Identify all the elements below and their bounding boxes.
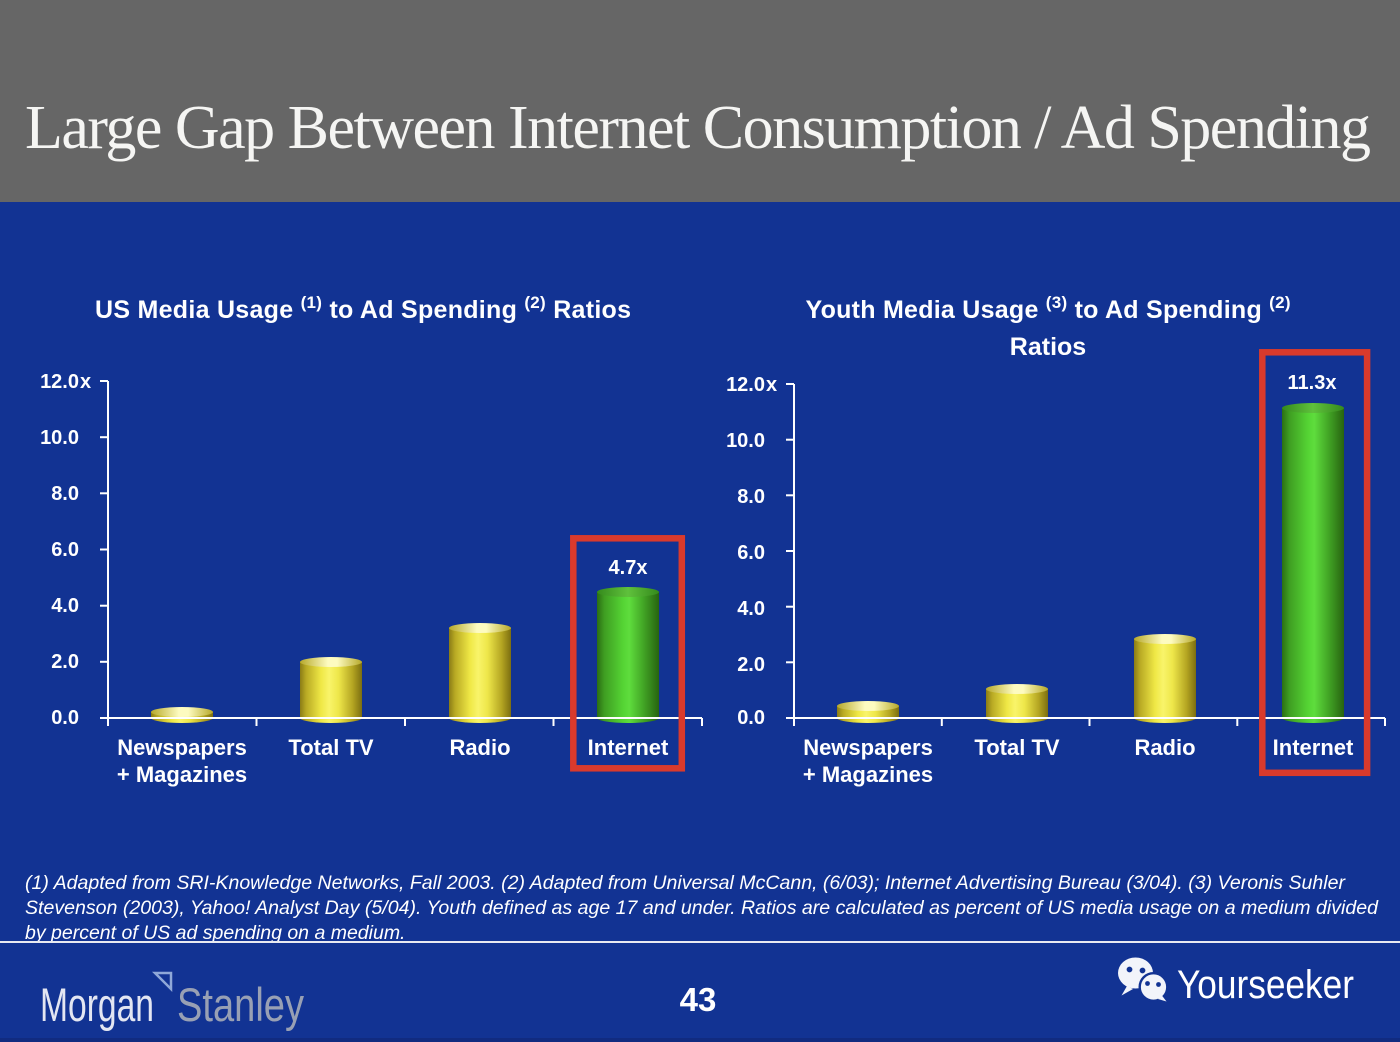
svg-text:Total TV: Total TV xyxy=(974,735,1059,760)
svg-text:+ Magazines: + Magazines xyxy=(803,762,933,787)
svg-text:Stevenson (2003), Yahoo! Analy: Stevenson (2003), Yahoo! Analyst Day (5/… xyxy=(25,897,1379,919)
svg-text:Yourseeker: Yourseeker xyxy=(1177,963,1354,1007)
svg-text:11.3x: 11.3x xyxy=(1288,372,1337,394)
svg-text:Stanley: Stanley xyxy=(177,978,304,1031)
svg-text:+ Magazines: + Magazines xyxy=(117,762,247,787)
svg-text:Radio: Radio xyxy=(449,735,510,760)
svg-text:0.0: 0.0 xyxy=(737,707,765,729)
svg-text:4.0: 4.0 xyxy=(51,595,79,617)
svg-text:US Media Usage (1) to Ad Spend: US Media Usage (1) to Ad Spending (2) Ra… xyxy=(95,293,631,324)
svg-text:Total TV: Total TV xyxy=(288,735,373,760)
svg-text:Newspapers: Newspapers xyxy=(803,735,933,760)
svg-text:(1) Adapted from SRI-Knowledge: (1) Adapted from SRI-Knowledge Networks,… xyxy=(25,872,1347,894)
svg-text:6.0: 6.0 xyxy=(737,542,765,564)
svg-text:8.0: 8.0 xyxy=(51,483,79,505)
svg-text:8.0: 8.0 xyxy=(737,486,765,508)
svg-text:Internet: Internet xyxy=(1273,735,1354,760)
svg-text:6.0: 6.0 xyxy=(51,539,79,561)
svg-text:0.0: 0.0 xyxy=(51,707,79,729)
svg-text:x: x xyxy=(766,374,777,396)
svg-text:Ratios: Ratios xyxy=(1010,333,1086,361)
svg-text:2.0: 2.0 xyxy=(737,654,765,676)
svg-text:12.0: 12.0 xyxy=(726,374,765,396)
svg-text:Morgan: Morgan xyxy=(40,978,154,1031)
svg-text:x: x xyxy=(80,371,91,393)
svg-text:Large Gap Between Internet Con: Large Gap Between Internet Consumption /… xyxy=(25,94,1371,162)
svg-text:12.0: 12.0 xyxy=(40,371,79,393)
svg-text:Radio: Radio xyxy=(1134,735,1195,760)
svg-text:Newspapers: Newspapers xyxy=(117,735,247,760)
svg-text:by percent of US ad spending o: by percent of US ad spending on a medium… xyxy=(25,922,405,944)
svg-text:2.0: 2.0 xyxy=(51,651,79,673)
svg-text:4.0: 4.0 xyxy=(737,598,765,620)
svg-text:Internet: Internet xyxy=(588,735,669,760)
svg-text:43: 43 xyxy=(680,981,717,1018)
svg-text:4.7x: 4.7x xyxy=(609,557,648,579)
svg-text:10.0: 10.0 xyxy=(40,427,79,449)
svg-text:10.0: 10.0 xyxy=(726,430,765,452)
